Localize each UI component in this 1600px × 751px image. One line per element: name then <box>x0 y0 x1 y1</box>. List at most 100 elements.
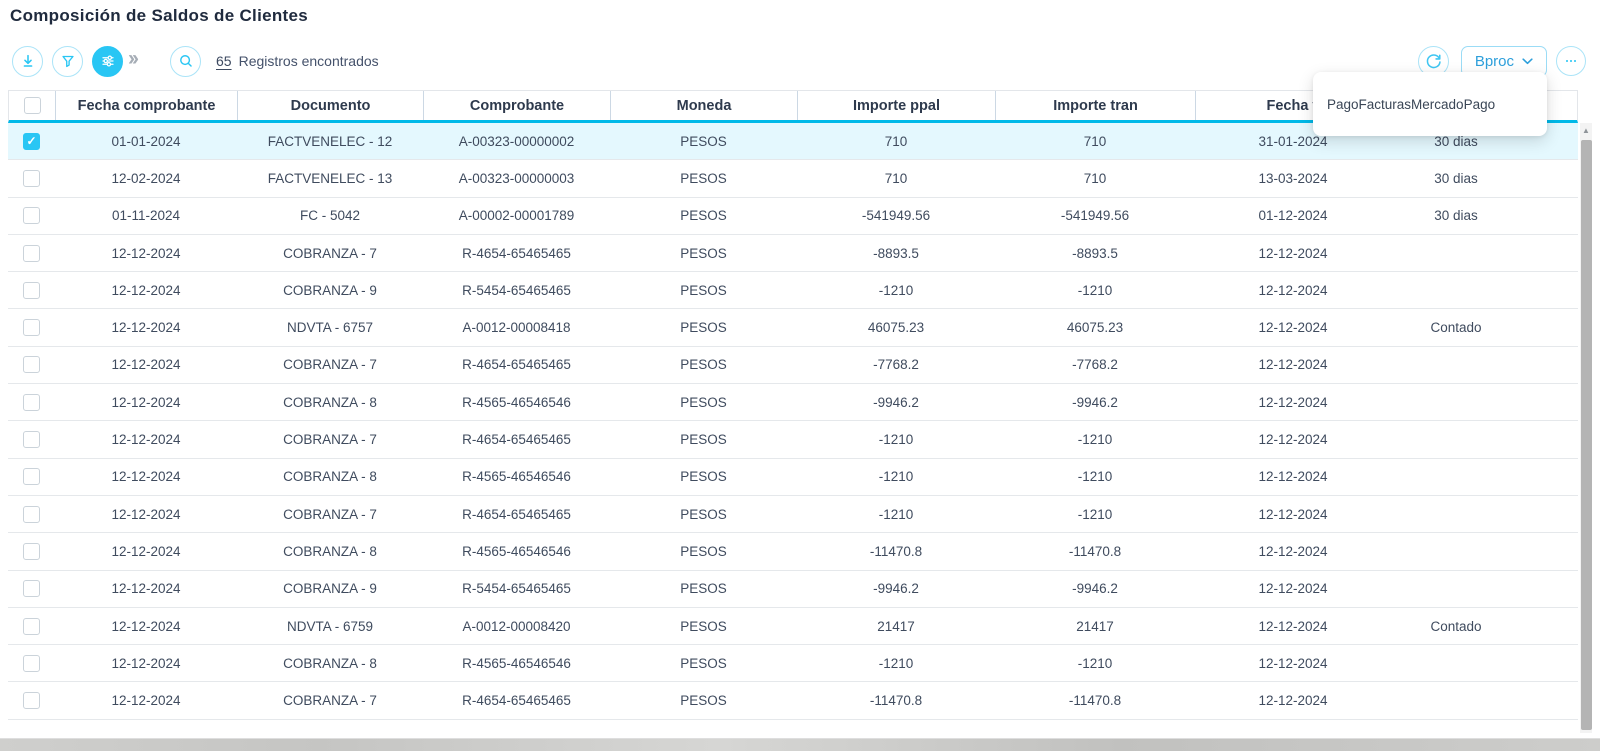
table-cell: A-00002-00001789 <box>458 208 575 224</box>
vertical-scrollbar[interactable]: ▲ <box>1580 123 1592 733</box>
row-checkbox[interactable] <box>23 654 40 672</box>
columns-settings-button[interactable] <box>92 45 123 77</box>
table-cell: 01-01-2024 <box>111 133 181 149</box>
table-cell: R-4565-46546546 <box>462 655 571 671</box>
row-checkbox[interactable] <box>23 617 40 635</box>
column-header-comprobante[interactable]: Comprobante <box>424 91 611 120</box>
row-checkbox-cell <box>8 356 55 374</box>
row-checkbox[interactable] <box>23 169 40 187</box>
row-checkbox[interactable] <box>23 244 40 262</box>
scrollbar-thumb[interactable] <box>1580 140 1592 730</box>
table-cell: COBRANZA - 9 <box>283 282 377 298</box>
table-cell: PESOS <box>680 618 727 634</box>
table-cell: 12-12-2024 <box>1258 432 1328 448</box>
menu-item-pago-facturas-mercado-pago[interactable]: PagoFacturasMercadoPago <box>1327 96 1496 112</box>
table-row[interactable]: 12-12-2024 COBRANZA - 8 R-4565-46546546 PES… <box>8 384 1578 422</box>
table-cell: -1210 <box>878 469 914 485</box>
toolbar: ›› 65 Registros encontrados Bproc <box>12 45 1586 77</box>
table-cell: PESOS <box>680 282 727 298</box>
table-cell: PESOS <box>680 432 727 448</box>
table-row[interactable]: 12-12-2024 NDVTA - 6759 A-0012-00008420 PES… <box>8 607 1578 646</box>
row-checkbox[interactable] <box>23 319 40 337</box>
table-cell: PESOS <box>680 208 727 224</box>
table-row[interactable]: 01-11-2024 FC - 5042 A-00002-00001789 PESOS… <box>8 197 1578 235</box>
sliders-icon <box>99 52 117 70</box>
table-cell: R-4654-65465465 <box>462 506 571 522</box>
table-cell: 12-12-2024 <box>111 394 181 410</box>
table-row[interactable]: 12-12-2024 COBRANZA - 9 R-5454-65465465 PES… <box>8 570 1578 608</box>
table-cell: FACTVENELEC - 12 <box>267 133 393 149</box>
table-cell: COBRANZA - 8 <box>283 543 377 559</box>
row-checkbox[interactable] <box>23 356 40 374</box>
row-checkbox[interactable] <box>23 281 40 299</box>
table-cell: PESOS <box>680 469 727 485</box>
more-options-button[interactable] <box>1556 46 1586 76</box>
table-row[interactable]: 12-12-2024 NDVTA - 6757 A-0012-00008418 PES… <box>8 309 1578 347</box>
table-cell: 46075.23 <box>1066 320 1124 336</box>
table-cell: COBRANZA - 7 <box>283 357 377 373</box>
refresh-icon <box>1424 52 1443 71</box>
table-cell: Contado <box>1430 618 1482 634</box>
column-header-documento[interactable]: Documento <box>238 91 424 120</box>
table-cell: R-4565-46546546 <box>462 394 571 410</box>
refresh-button[interactable] <box>1417 45 1449 77</box>
table-cell: R-4654-65465465 <box>462 693 571 709</box>
column-header-moneda[interactable]: Moneda <box>611 91 798 120</box>
row-checkbox[interactable] <box>23 468 40 486</box>
row-checkbox[interactable] <box>23 431 40 449</box>
table-cell: 710 <box>884 170 908 186</box>
table-cell: PESOS <box>680 320 727 336</box>
table-cell: 12-12-2024 <box>1258 469 1328 485</box>
row-checkbox[interactable] <box>23 207 40 225</box>
row-checkbox[interactable] <box>23 393 40 411</box>
table-cell: -11470.8 <box>869 543 923 559</box>
table-cell: 46075.23 <box>867 320 925 336</box>
table-row[interactable]: 12-12-2024 COBRANZA - 8 R-4565-46546546 PES… <box>8 458 1578 496</box>
table-cell: R-4654-65465465 <box>462 432 571 448</box>
table-cell: 30 dias <box>1434 170 1478 186</box>
row-checkbox[interactable] <box>23 505 40 523</box>
table-row[interactable]: 12-12-2024 COBRANZA - 9 R-5454-65465465 PES… <box>8 272 1578 310</box>
table-header-row: Fecha comprobante Documento Comprobante … <box>8 90 1578 123</box>
table-cell: 31-01-2024 <box>1258 133 1328 149</box>
table-row[interactable]: 12-12-2024 COBRANZA - 7 R-4654-65465465 PES… <box>8 346 1578 385</box>
table-cell: COBRANZA - 9 <box>283 581 377 597</box>
table-cell: 21417 <box>877 618 915 634</box>
table-row[interactable]: 12-12-2024 COBRANZA - 7 R-4654-65465465 PES… <box>8 495 1578 534</box>
table-cell: 12-12-2024 <box>111 618 181 634</box>
column-header-importe-ppal[interactable]: Importe ppal <box>798 91 996 120</box>
scroll-up-icon[interactable]: ▲ <box>1582 126 1590 135</box>
filter-button[interactable] <box>52 45 83 77</box>
table-cell: R-5454-65465465 <box>462 581 571 597</box>
row-checkbox-cell <box>8 617 55 635</box>
table-cell: PESOS <box>680 133 727 149</box>
table-cell: COBRANZA - 8 <box>283 469 377 485</box>
select-all-cell <box>9 91 56 120</box>
column-header-fecha-comprobante[interactable]: Fecha comprobante <box>56 91 238 120</box>
expand-toolbar-chevrons-icon[interactable]: ›› <box>128 47 139 70</box>
bproc-label: Bproc <box>1474 52 1514 70</box>
row-checkbox[interactable] <box>23 692 40 710</box>
table-row[interactable]: 12-12-2024 COBRANZA - 8 R-4565-46546546 PES… <box>8 533 1578 571</box>
table-row[interactable]: 12-02-2024 FACTVENELEC - 13 A-00323-000000… <box>8 160 1578 198</box>
row-checkbox[interactable] <box>23 132 40 150</box>
select-all-checkbox[interactable] <box>23 97 41 114</box>
search-button[interactable] <box>170 45 201 77</box>
row-checkbox[interactable] <box>23 542 40 560</box>
records-count[interactable]: 65 <box>216 53 232 69</box>
table-row[interactable]: 12-12-2024 COBRANZA - 7 R-4654-65465465 PES… <box>8 682 1578 720</box>
table-row[interactable]: 12-12-2024 COBRANZA - 8 R-4565-46546546 PES… <box>8 645 1578 683</box>
export-button[interactable] <box>12 45 43 77</box>
page-title: Composición de Saldos de Clientes <box>10 6 309 25</box>
table-cell: PESOS <box>680 543 727 559</box>
table-cell: Contado <box>1430 320 1482 336</box>
table-row[interactable]: 12-12-2024 COBRANZA - 7 R-4654-65465465 PES… <box>8 421 1578 459</box>
table-row[interactable]: 12-12-2024 COBRANZA - 7 R-4654-65465465 PES… <box>8 234 1578 273</box>
table-cell: -9946.2 <box>1072 394 1118 410</box>
table-cell: 12-12-2024 <box>1258 506 1328 522</box>
table-cell: 12-12-2024 <box>111 357 181 373</box>
table-cell: 12-12-2024 <box>1258 357 1328 373</box>
column-header-importe-tran[interactable]: Importe tran <box>996 91 1196 120</box>
row-checkbox[interactable] <box>23 580 40 598</box>
ellipsis-icon <box>1563 53 1579 69</box>
